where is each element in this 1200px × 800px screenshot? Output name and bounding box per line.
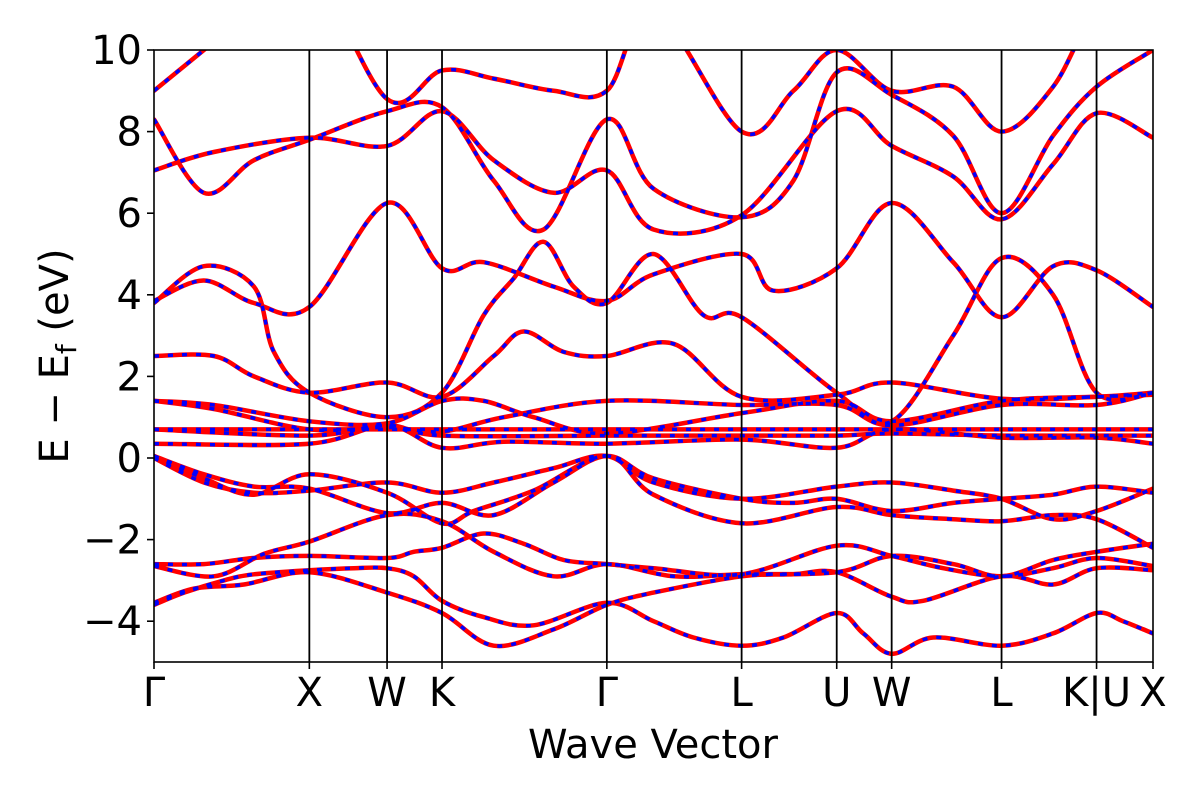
x-tick-label-6: U (822, 670, 851, 716)
y-tick-label-4: 4 (117, 273, 142, 319)
y-tick-label-6: 8 (117, 110, 142, 156)
band-4-line (154, 453, 1153, 518)
band-16-line (154, 50, 1153, 234)
band-17-dotted (154, 50, 1076, 136)
band-0-line (154, 565, 1153, 657)
x-axis-label: Wave Vector (528, 722, 779, 768)
y-tick-label-0: −4 (83, 599, 142, 645)
y-tick-label-1: −2 (83, 518, 142, 564)
x-tick-label-1: X (296, 670, 323, 716)
x-tick-label-3: K (429, 670, 457, 716)
x-tick-label-2: W (367, 670, 407, 716)
band-17-line (154, 50, 1076, 137)
y-axis-label-main: E − E (32, 354, 78, 464)
y-tick-label-2: 0 (117, 436, 142, 482)
band-13-dotted (154, 240, 1153, 426)
x-tick-label-7: W (872, 670, 912, 716)
y-tick-label-5: 6 (117, 191, 142, 237)
y-axis-label: E − Ef (eV) (32, 248, 83, 463)
y-tick-label-3: 2 (117, 354, 142, 400)
band-1-dotted (154, 565, 1153, 648)
bands-layer (154, 50, 1153, 657)
band-13-line (154, 239, 1153, 426)
band-0-dotted (154, 565, 1153, 656)
band-6-dotted (154, 454, 1153, 550)
band-14-dotted (154, 201, 1153, 319)
kpoint-lines (308, 50, 1098, 662)
y-axis-label-unit: (eV) (32, 248, 78, 344)
x-tick-label-8: L (990, 670, 1013, 716)
x-ticks: Γ X W K Γ L U W L K|U X (143, 662, 1167, 716)
band-15-dotted (154, 107, 1153, 236)
y-axis-label-sub: f (50, 343, 83, 354)
band-16-dotted (154, 50, 1153, 233)
band-2-dotted (154, 531, 1153, 579)
x-tick-label-4: Γ (596, 670, 619, 716)
x-tick-label-9: K|U (1062, 670, 1131, 716)
plot-frame (153, 49, 1154, 663)
band-1-line (154, 565, 1153, 649)
y-tick-label-7: 10 (91, 28, 142, 74)
band-12-dotted (154, 329, 1153, 403)
band-6-line (154, 453, 1153, 551)
x-tick-label-5: L (730, 670, 753, 716)
x-tick-label-0: Γ (143, 670, 166, 716)
x-tick-label-10: X (1139, 670, 1166, 716)
y-ticks: −4 −2 0 2 4 6 8 10 (83, 28, 154, 645)
